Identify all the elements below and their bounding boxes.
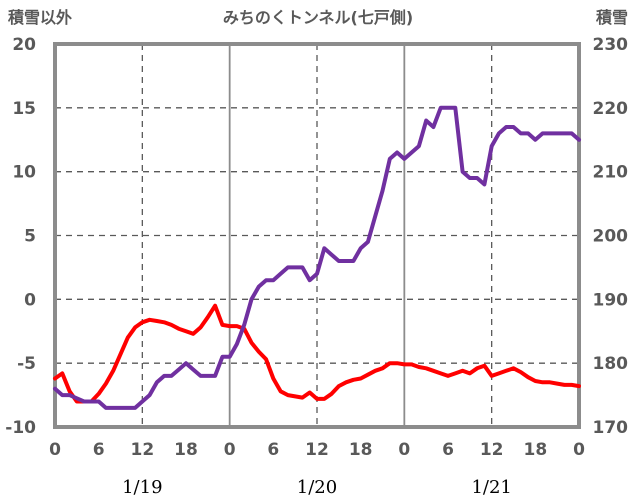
x-date-label: 1/19 xyxy=(122,477,162,498)
plot-frame xyxy=(53,42,581,429)
x-tick-label: 18 xyxy=(174,440,198,460)
x-date-label: 1/20 xyxy=(297,477,337,498)
x-tick-label: 6 xyxy=(442,440,454,460)
y-right-tick-label: 230 xyxy=(593,35,629,55)
y-left-tick-label: 20 xyxy=(12,35,36,55)
x-date-label: 1/21 xyxy=(471,477,511,498)
x-tick-label: 0 xyxy=(573,440,585,460)
x-tick-label: 18 xyxy=(349,440,373,460)
y-left-tick-label: -5 xyxy=(17,354,36,374)
y-right-tick-label: 170 xyxy=(593,418,629,438)
y-left-tick-label: 15 xyxy=(12,99,36,119)
y-right-tick-label: 190 xyxy=(593,290,629,310)
x-tick-label: 6 xyxy=(267,440,279,460)
series-line xyxy=(53,303,581,404)
x-tick-label: 0 xyxy=(224,440,236,460)
right-axis-title: 積雪 xyxy=(595,8,628,27)
y-left-tick-label: -10 xyxy=(5,418,36,438)
chart-title: みちのくトンネル(七戸側) xyxy=(223,8,413,27)
x-tick-label: 12 xyxy=(305,440,329,460)
y-right-tick-label: 220 xyxy=(593,99,629,119)
y-right-tick-label: 180 xyxy=(593,354,629,374)
left-axis-title: 積雪以外 xyxy=(7,8,72,27)
y-right-tick-label: 210 xyxy=(593,163,629,183)
y-left-tick-label: 5 xyxy=(24,227,36,247)
x-tick-label: 6 xyxy=(93,440,105,460)
series-line xyxy=(53,105,581,410)
x-tick-label: 0 xyxy=(49,440,61,460)
x-tick-label: 12 xyxy=(130,440,154,460)
x-tick-label: 0 xyxy=(398,440,410,460)
y-right-tick-label: 200 xyxy=(593,227,629,247)
y-left-tick-label: 10 xyxy=(12,163,36,183)
y-left-tick-label: 0 xyxy=(24,290,36,310)
x-tick-label: 12 xyxy=(480,440,504,460)
x-tick-label: 18 xyxy=(523,440,547,460)
